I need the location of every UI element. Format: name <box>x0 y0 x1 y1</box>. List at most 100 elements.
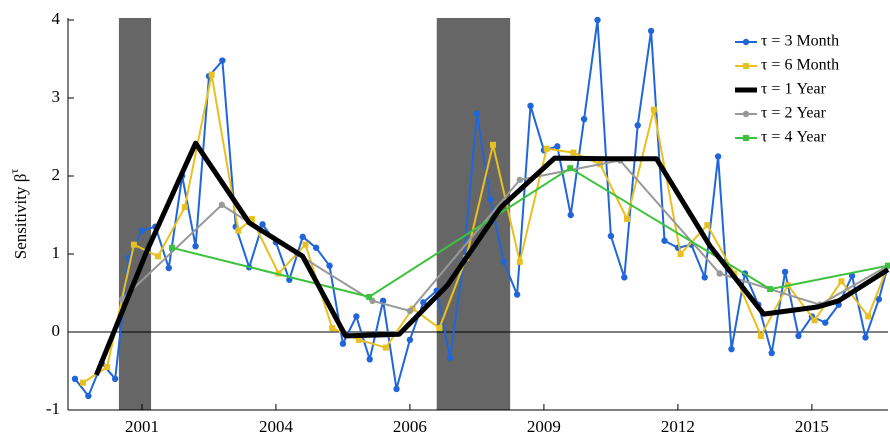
point <box>312 244 320 251</box>
point <box>235 227 242 234</box>
point <box>767 286 774 293</box>
point <box>71 375 79 382</box>
point <box>543 145 550 152</box>
point <box>513 291 521 298</box>
x-tick-label: 2015 <box>795 417 829 436</box>
legend-label: τ = 1 Year <box>761 81 827 98</box>
point <box>339 340 347 347</box>
point <box>104 364 111 371</box>
x-tick-label: 2001 <box>125 417 159 436</box>
point <box>165 264 172 272</box>
x-tick-label: 2009 <box>527 417 561 436</box>
point <box>248 215 255 222</box>
point <box>838 278 845 285</box>
y-tick-label: 1 <box>52 243 61 262</box>
x-tick-label: 2006 <box>393 417 427 436</box>
y-label-superscript: τ <box>7 169 21 174</box>
point <box>299 233 306 241</box>
point <box>661 237 668 244</box>
recession-band <box>118 18 152 410</box>
point <box>623 215 630 222</box>
legend-label: τ = 3 Month <box>761 33 839 50</box>
y-label: Sensitivity β <box>11 174 30 260</box>
point <box>192 243 199 250</box>
point <box>822 319 829 326</box>
y-tick-label: 4 <box>52 9 61 28</box>
point <box>366 356 373 363</box>
point <box>420 299 427 306</box>
point <box>728 345 735 353</box>
point <box>473 110 481 117</box>
y-tick-label: 0 <box>52 321 61 340</box>
point <box>570 149 577 156</box>
point <box>650 106 657 113</box>
legend-label: τ = 2 Year <box>761 105 827 122</box>
legend-label: τ = 4 Year <box>761 129 827 146</box>
point <box>647 27 655 35</box>
legend-label: τ = 6 Month <box>761 57 839 74</box>
point <box>567 165 574 172</box>
legend-marker <box>742 38 750 46</box>
point <box>621 274 628 281</box>
x-tick-label: 2012 <box>661 417 695 436</box>
point <box>716 270 723 277</box>
point <box>302 241 309 248</box>
point <box>567 211 574 219</box>
point <box>757 332 764 339</box>
point <box>259 221 266 228</box>
point <box>704 222 711 229</box>
point <box>366 293 373 300</box>
point <box>580 115 588 123</box>
y-axis-title: Sensitivity βτ <box>7 169 30 260</box>
point <box>848 272 856 280</box>
point <box>768 349 775 357</box>
point <box>329 325 336 332</box>
point <box>181 204 188 211</box>
point <box>80 379 87 386</box>
legend: τ = 3 Month τ = 6 Month τ = 1 Year τ = 2 Ye… <box>735 33 839 146</box>
point <box>527 102 534 110</box>
point <box>487 196 494 203</box>
series-line <box>171 167 889 298</box>
y-tick-label: 2 <box>52 165 61 184</box>
y-tick-label: -1 <box>46 399 60 418</box>
series-line <box>94 140 890 376</box>
legend-marker <box>743 63 749 69</box>
point <box>862 334 869 341</box>
point <box>326 262 333 269</box>
y-tick-label: 3 <box>52 87 61 106</box>
point <box>594 16 601 24</box>
point <box>208 71 215 78</box>
point <box>607 232 615 240</box>
point <box>138 227 146 234</box>
point <box>781 268 789 276</box>
point <box>490 141 497 148</box>
point <box>865 313 872 320</box>
point <box>85 392 92 400</box>
point <box>516 258 523 265</box>
point <box>155 253 162 260</box>
series-line <box>82 73 889 384</box>
point <box>516 176 524 184</box>
point <box>393 385 400 393</box>
point <box>436 325 443 332</box>
point <box>875 296 883 303</box>
point <box>382 344 389 351</box>
legend-marker <box>743 135 749 141</box>
point <box>811 317 818 324</box>
point <box>701 274 708 281</box>
legend-marker <box>742 110 750 118</box>
point <box>353 313 360 320</box>
point <box>554 143 561 150</box>
point <box>218 201 226 209</box>
point <box>406 307 414 315</box>
point <box>118 296 126 303</box>
point <box>714 153 722 160</box>
point <box>168 244 175 251</box>
point <box>130 241 137 248</box>
point <box>406 336 414 343</box>
point <box>219 57 226 64</box>
point <box>356 336 363 343</box>
point <box>885 262 890 269</box>
